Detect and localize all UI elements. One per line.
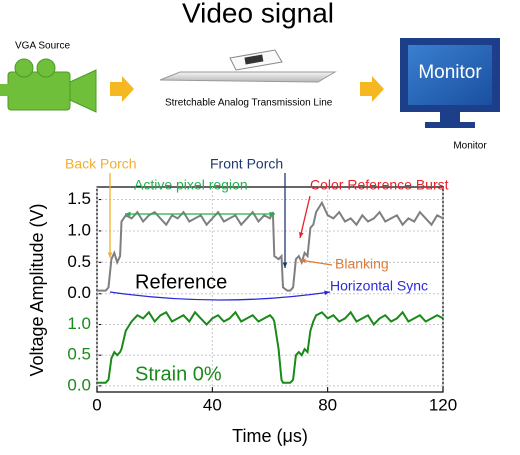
arrow-head [269,211,275,217]
title: Video signal [182,0,334,28]
monitor-label: Monitor [453,141,487,152]
y-tick-label: 0.0 [67,375,91,394]
x-tick-label: 0 [92,395,101,414]
series-label: Reference [135,271,227,293]
annotation: Color Reference Burst [310,177,449,193]
y-axis-label: Voltage Amplitude (V) [27,203,47,376]
arrow [110,76,134,102]
monitor-screen-text: Monitor [418,62,482,83]
y-tick-label: 0.5 [67,345,91,364]
x-tick-label: 80 [318,395,337,414]
annotation: Back Porch [65,156,137,172]
arrow-head [282,262,288,268]
source-label: VGA Source [15,41,70,52]
annotation: Horizontal Sync [330,278,428,294]
line-label: Stretchable Analog Transmission Line [165,98,333,109]
series-label: Strain 0% [135,363,222,385]
annotation: Blanking [335,256,389,272]
arrow-head [299,232,304,238]
y-tick-label: 1.5 [67,189,91,208]
signal-line [97,200,444,292]
y-tick-label: 0.5 [67,252,91,271]
annotation-arrow [299,195,311,239]
annotation-arrow [109,291,331,301]
y-tick-label: 0.0 [67,283,91,302]
signal-line [97,310,444,384]
y-tick-label: 1.0 [67,220,91,239]
arrow-head [107,252,113,258]
y-tick-label: 1.0 [67,314,91,333]
x-tick-label: 120 [429,395,457,414]
plot-frame [96,186,444,393]
arrow-head [125,211,131,217]
x-tick-label: 40 [203,395,222,414]
arrow-head [300,258,306,264]
annotation: Active pixel region [134,177,248,193]
arrow [360,76,384,102]
monitor-icon [400,38,500,128]
x-axis-label: Time (μs) [232,426,308,446]
annotation: Front Porch [210,156,283,172]
camera-icon [0,58,97,113]
transmission-line-icon [159,49,337,83]
arrow-head [324,290,330,296]
